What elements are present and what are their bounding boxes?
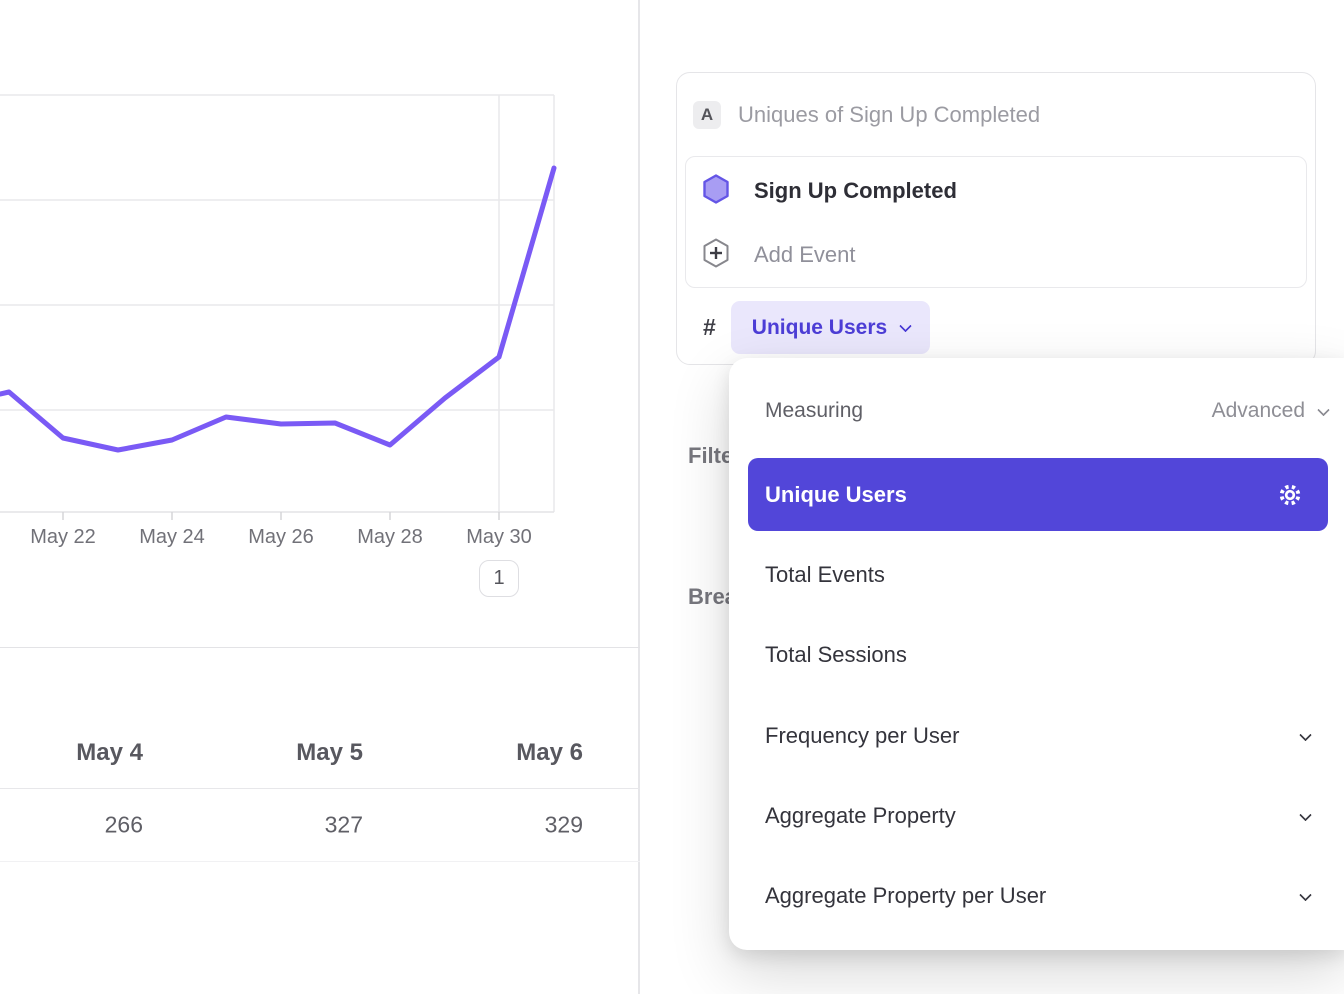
add-event-button[interactable]: Add Event — [702, 238, 856, 273]
table-value-row: 266 327 329 — [0, 789, 640, 862]
event-hexagon-icon — [702, 173, 730, 209]
selected-item-label: Unique Users — [765, 481, 907, 507]
menu-item-label: Frequency per User — [765, 723, 960, 748]
chevron-down-icon — [899, 319, 913, 333]
series-line — [0, 165, 557, 453]
menu-item-total-events[interactable]: Total Events — [765, 553, 1316, 597]
query-title: Uniques of Sign Up Completed — [738, 102, 1041, 127]
event-name-label: Sign Up Completed — [754, 178, 957, 203]
event-row[interactable]: Sign Up Completed — [702, 173, 957, 209]
advanced-toggle[interactable]: Advanced — [1211, 399, 1330, 423]
measurement-label: Unique Users — [751, 315, 888, 339]
chevron-down-icon — [1299, 888, 1312, 901]
table-column-header: May 5 — [296, 738, 363, 766]
advanced-label: Advanced — [1211, 399, 1305, 422]
table-header-row: May 4 May 5 May 6 — [0, 717, 640, 789]
measurement-dropdown-trigger[interactable]: Unique Users — [730, 301, 931, 354]
x-axis-tick-label: May 28 — [357, 526, 423, 548]
menu-item-label: Total Events — [765, 562, 885, 587]
measuring-dropdown-menu: Measuring Advanced Unique Users — [729, 358, 1344, 950]
x-axis-tick-label: May 26 — [248, 526, 314, 548]
menu-item-frequency-per-user[interactable]: Frequency per User — [765, 714, 1316, 758]
query-panel: Filter Breakdown A Uniques of Sign Up Co… — [642, 0, 1344, 994]
table-cell-value: 327 — [324, 811, 363, 838]
menu-item-label: Total Sessions — [765, 642, 907, 667]
measuring-label: Measuring — [765, 399, 864, 422]
table-column-header: May 4 — [76, 738, 143, 766]
menu-item-label: Aggregate Property per User — [765, 883, 1047, 908]
menu-item-aggregate-property-per-user[interactable]: Aggregate Property per User — [765, 874, 1316, 918]
add-event-label: Add Event — [754, 242, 856, 267]
menu-item-total-sessions[interactable]: Total Sessions — [765, 633, 1316, 677]
measure-row: # Unique Users — [703, 301, 931, 354]
count-type-symbol: # — [703, 314, 716, 340]
chevron-down-icon — [1299, 728, 1312, 741]
x-axis-tick-label: May 30 — [466, 526, 532, 548]
menu-item-aggregate-property[interactable]: Aggregate Property — [765, 794, 1316, 838]
series-badge: A — [693, 101, 721, 129]
query-title-row: A Uniques of Sign Up Completed — [693, 101, 1040, 129]
query-builder-card: A Uniques of Sign Up Completed Sign Up C… — [676, 72, 1316, 365]
results-table: May 4 May 5 May 6 266 327 329 — [0, 647, 640, 862]
table-cell-value: 266 — [104, 811, 143, 838]
chevron-down-icon — [1299, 808, 1312, 821]
gear-icon[interactable] — [1274, 479, 1306, 511]
chevron-down-icon — [1317, 403, 1330, 416]
table-column-header: May 6 — [516, 738, 583, 766]
dropdown-header: Measuring Advanced — [765, 396, 1330, 426]
add-event-plus-icon — [702, 238, 730, 273]
table-cell-value: 329 — [544, 811, 583, 838]
x-axis-tick-label: May 22 — [30, 526, 96, 548]
x-axis-tick-label: May 24 — [139, 526, 205, 548]
chart-panel: May 22 May 24 May 26 May 28 May 30 1 May 4 Ma… — [0, 0, 640, 994]
pagination-badge[interactable]: 1 — [479, 560, 519, 597]
menu-item-unique-users-selected[interactable]: Unique Users — [748, 458, 1328, 531]
line-chart: May 22 May 24 May 26 May 28 May 30 — [0, 94, 557, 548]
menu-item-label: Aggregate Property — [765, 803, 956, 828]
event-card: Sign Up Completed Add Event — [685, 156, 1307, 288]
